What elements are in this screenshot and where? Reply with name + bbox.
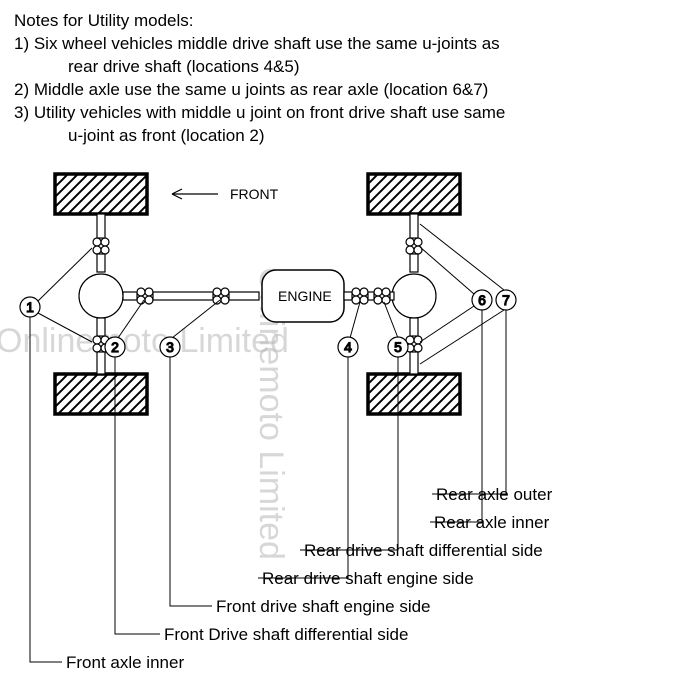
svg-text:5: 5 [394, 339, 402, 355]
notes-item-1b: rear drive shaft (locations 4&5) [14, 56, 686, 79]
svg-text:6: 6 [478, 292, 486, 308]
label-rear-shaft-diff: Rear drive shaft differential side [304, 541, 543, 561]
label-front-axle-inner: Front axle inner [66, 653, 184, 673]
label-front-shaft-diff: Front Drive shaft differential side [164, 625, 408, 645]
drivetrain-diagram: Onlinemoto Limited Onlinemoto Limited [0, 152, 700, 692]
front-wheel-bottom [55, 374, 147, 414]
notes-item-1a: 1) Six wheel vehicles middle drive shaft… [14, 33, 686, 56]
label-rear-axle-inner: Rear axle inner [434, 513, 549, 533]
rear-wheel-top [368, 174, 460, 214]
notes-item-2: 2) Middle axle use the same u joints as … [14, 79, 686, 102]
svg-text:1: 1 [26, 299, 34, 315]
svg-text:3: 3 [166, 339, 174, 355]
svg-text:2: 2 [111, 339, 119, 355]
front-arrow-icon [172, 189, 218, 199]
rear-wheel-bottom [368, 374, 460, 414]
front-label: FRONT [230, 186, 278, 202]
label-front-shaft-engine: Front drive shaft engine side [216, 597, 431, 617]
notes-title: Notes for Utility models: [14, 10, 686, 33]
label-rear-shaft-engine: Rear drive shaft engine side [262, 569, 474, 589]
svg-text:4: 4 [344, 339, 352, 355]
svg-text:7: 7 [502, 292, 510, 308]
label-rear-axle-outer: Rear axle outer [436, 485, 552, 505]
front-wheel-top [55, 174, 147, 214]
notes-item-3b: u-joint as front (location 2) [14, 125, 686, 148]
notes-item-3a: 3) Utility vehicles with middle u joint … [14, 102, 686, 125]
notes-block: Notes for Utility models: 1) Six wheel v… [0, 0, 700, 152]
rear-drive-shaft [344, 288, 394, 304]
engine-label: ENGINE [278, 288, 332, 304]
